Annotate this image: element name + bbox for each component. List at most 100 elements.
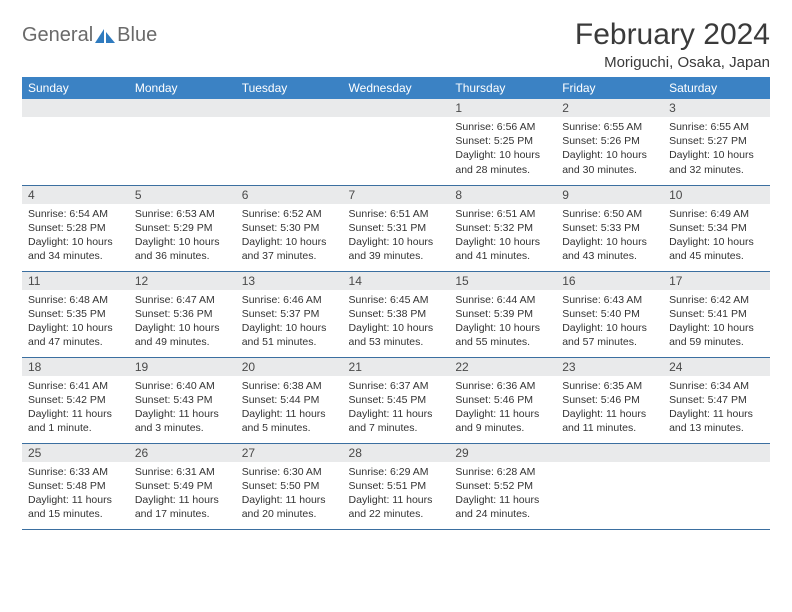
day-details: Sunrise: 6:47 AMSunset: 5:36 PMDaylight:… (129, 290, 236, 354)
calendar-day-cell: 1Sunrise: 6:56 AMSunset: 5:25 PMDaylight… (449, 99, 556, 185)
day-details: Sunrise: 6:46 AMSunset: 5:37 PMDaylight:… (236, 290, 343, 354)
day-number: 6 (236, 186, 343, 204)
empty-day (343, 99, 450, 117)
day-details: Sunrise: 6:45 AMSunset: 5:38 PMDaylight:… (343, 290, 450, 354)
day-details: Sunrise: 6:31 AMSunset: 5:49 PMDaylight:… (129, 462, 236, 526)
weekday-header: Sunday (22, 77, 129, 99)
day-details: Sunrise: 6:42 AMSunset: 5:41 PMDaylight:… (663, 290, 770, 354)
calendar-day-cell: 4Sunrise: 6:54 AMSunset: 5:28 PMDaylight… (22, 185, 129, 271)
day-number: 3 (663, 99, 770, 117)
weekday-header: Saturday (663, 77, 770, 99)
calendar-day-cell: 3Sunrise: 6:55 AMSunset: 5:27 PMDaylight… (663, 99, 770, 185)
calendar-day-cell (556, 443, 663, 529)
day-number: 22 (449, 358, 556, 376)
calendar-day-cell: 14Sunrise: 6:45 AMSunset: 5:38 PMDayligh… (343, 271, 450, 357)
day-number: 5 (129, 186, 236, 204)
weekday-header: Thursday (449, 77, 556, 99)
day-details: Sunrise: 6:56 AMSunset: 5:25 PMDaylight:… (449, 117, 556, 181)
day-number: 21 (343, 358, 450, 376)
weekday-header-row: SundayMondayTuesdayWednesdayThursdayFrid… (22, 77, 770, 99)
day-details: Sunrise: 6:30 AMSunset: 5:50 PMDaylight:… (236, 462, 343, 526)
day-details: Sunrise: 6:48 AMSunset: 5:35 PMDaylight:… (22, 290, 129, 354)
calendar-day-cell (236, 99, 343, 185)
day-details: Sunrise: 6:38 AMSunset: 5:44 PMDaylight:… (236, 376, 343, 440)
day-number: 2 (556, 99, 663, 117)
day-number: 9 (556, 186, 663, 204)
day-number: 10 (663, 186, 770, 204)
calendar-day-cell (22, 99, 129, 185)
day-details: Sunrise: 6:44 AMSunset: 5:39 PMDaylight:… (449, 290, 556, 354)
calendar-week-row: 25Sunrise: 6:33 AMSunset: 5:48 PMDayligh… (22, 443, 770, 529)
logo-text-2: Blue (117, 24, 157, 47)
day-details: Sunrise: 6:41 AMSunset: 5:42 PMDaylight:… (22, 376, 129, 440)
calendar-day-cell: 15Sunrise: 6:44 AMSunset: 5:39 PMDayligh… (449, 271, 556, 357)
day-number: 23 (556, 358, 663, 376)
calendar-day-cell: 20Sunrise: 6:38 AMSunset: 5:44 PMDayligh… (236, 357, 343, 443)
calendar-day-cell: 29Sunrise: 6:28 AMSunset: 5:52 PMDayligh… (449, 443, 556, 529)
calendar-table: SundayMondayTuesdayWednesdayThursdayFrid… (22, 77, 770, 530)
calendar-day-cell: 22Sunrise: 6:36 AMSunset: 5:46 PMDayligh… (449, 357, 556, 443)
empty-day (129, 99, 236, 117)
logo: General Blue (22, 18, 157, 47)
calendar-day-cell: 5Sunrise: 6:53 AMSunset: 5:29 PMDaylight… (129, 185, 236, 271)
day-details: Sunrise: 6:34 AMSunset: 5:47 PMDaylight:… (663, 376, 770, 440)
day-number: 4 (22, 186, 129, 204)
day-details: Sunrise: 6:43 AMSunset: 5:40 PMDaylight:… (556, 290, 663, 354)
calendar-day-cell: 2Sunrise: 6:55 AMSunset: 5:26 PMDaylight… (556, 99, 663, 185)
weekday-header: Friday (556, 77, 663, 99)
day-number: 15 (449, 272, 556, 290)
calendar-day-cell: 12Sunrise: 6:47 AMSunset: 5:36 PMDayligh… (129, 271, 236, 357)
day-number: 13 (236, 272, 343, 290)
day-details: Sunrise: 6:29 AMSunset: 5:51 PMDaylight:… (343, 462, 450, 526)
day-number: 26 (129, 444, 236, 462)
calendar-week-row: 11Sunrise: 6:48 AMSunset: 5:35 PMDayligh… (22, 271, 770, 357)
day-details: Sunrise: 6:51 AMSunset: 5:31 PMDaylight:… (343, 204, 450, 268)
empty-day (556, 444, 663, 462)
weekday-header: Wednesday (343, 77, 450, 99)
day-details: Sunrise: 6:50 AMSunset: 5:33 PMDaylight:… (556, 204, 663, 268)
day-details: Sunrise: 6:55 AMSunset: 5:27 PMDaylight:… (663, 117, 770, 181)
day-number: 12 (129, 272, 236, 290)
day-details: Sunrise: 6:51 AMSunset: 5:32 PMDaylight:… (449, 204, 556, 268)
calendar-day-cell (663, 443, 770, 529)
day-details: Sunrise: 6:36 AMSunset: 5:46 PMDaylight:… (449, 376, 556, 440)
calendar-day-cell: 26Sunrise: 6:31 AMSunset: 5:49 PMDayligh… (129, 443, 236, 529)
calendar-day-cell: 13Sunrise: 6:46 AMSunset: 5:37 PMDayligh… (236, 271, 343, 357)
empty-day (236, 99, 343, 117)
empty-day (663, 444, 770, 462)
day-details: Sunrise: 6:54 AMSunset: 5:28 PMDaylight:… (22, 204, 129, 268)
day-number: 17 (663, 272, 770, 290)
calendar-day-cell: 16Sunrise: 6:43 AMSunset: 5:40 PMDayligh… (556, 271, 663, 357)
calendar-day-cell: 10Sunrise: 6:49 AMSunset: 5:34 PMDayligh… (663, 185, 770, 271)
day-number: 1 (449, 99, 556, 117)
day-details: Sunrise: 6:37 AMSunset: 5:45 PMDaylight:… (343, 376, 450, 440)
month-title: February 2024 (575, 18, 770, 52)
day-number: 14 (343, 272, 450, 290)
calendar-body: 1Sunrise: 6:56 AMSunset: 5:25 PMDaylight… (22, 99, 770, 529)
calendar-week-row: 4Sunrise: 6:54 AMSunset: 5:28 PMDaylight… (22, 185, 770, 271)
day-details: Sunrise: 6:55 AMSunset: 5:26 PMDaylight:… (556, 117, 663, 181)
empty-day (22, 99, 129, 117)
day-number: 11 (22, 272, 129, 290)
calendar-day-cell: 9Sunrise: 6:50 AMSunset: 5:33 PMDaylight… (556, 185, 663, 271)
day-number: 25 (22, 444, 129, 462)
day-details: Sunrise: 6:53 AMSunset: 5:29 PMDaylight:… (129, 204, 236, 268)
day-number: 7 (343, 186, 450, 204)
day-details: Sunrise: 6:49 AMSunset: 5:34 PMDaylight:… (663, 204, 770, 268)
calendar-day-cell: 6Sunrise: 6:52 AMSunset: 5:30 PMDaylight… (236, 185, 343, 271)
day-details: Sunrise: 6:40 AMSunset: 5:43 PMDaylight:… (129, 376, 236, 440)
calendar-day-cell: 19Sunrise: 6:40 AMSunset: 5:43 PMDayligh… (129, 357, 236, 443)
sail-icon (95, 29, 115, 43)
calendar-day-cell: 18Sunrise: 6:41 AMSunset: 5:42 PMDayligh… (22, 357, 129, 443)
calendar-day-cell: 11Sunrise: 6:48 AMSunset: 5:35 PMDayligh… (22, 271, 129, 357)
calendar-day-cell: 24Sunrise: 6:34 AMSunset: 5:47 PMDayligh… (663, 357, 770, 443)
day-number: 20 (236, 358, 343, 376)
calendar-week-row: 18Sunrise: 6:41 AMSunset: 5:42 PMDayligh… (22, 357, 770, 443)
day-number: 28 (343, 444, 450, 462)
calendar-day-cell: 25Sunrise: 6:33 AMSunset: 5:48 PMDayligh… (22, 443, 129, 529)
calendar-day-cell: 27Sunrise: 6:30 AMSunset: 5:50 PMDayligh… (236, 443, 343, 529)
day-details: Sunrise: 6:33 AMSunset: 5:48 PMDaylight:… (22, 462, 129, 526)
weekday-header: Tuesday (236, 77, 343, 99)
day-details: Sunrise: 6:52 AMSunset: 5:30 PMDaylight:… (236, 204, 343, 268)
day-details: Sunrise: 6:28 AMSunset: 5:52 PMDaylight:… (449, 462, 556, 526)
